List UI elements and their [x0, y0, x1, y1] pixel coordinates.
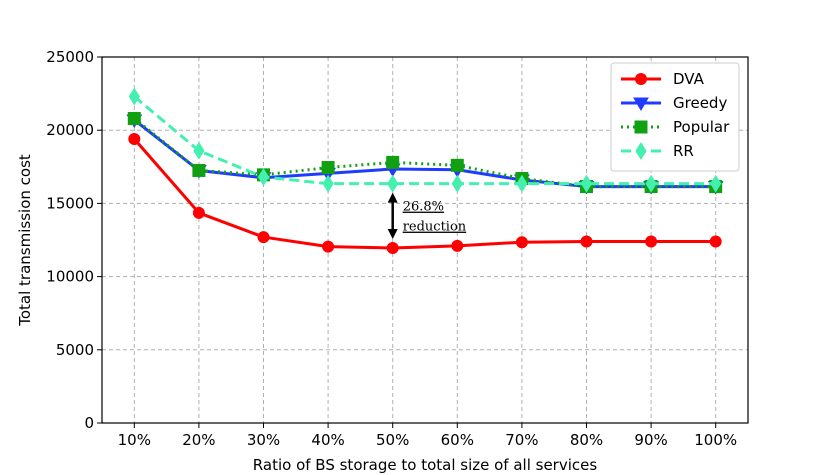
x-tick-label: 30% — [247, 431, 280, 449]
data-point-rr — [645, 174, 657, 193]
ticks: 0 5000 10000 15000 20000 25000 10% 20% 30% 40% 50%… — [46, 48, 737, 449]
x-tick-label: 40% — [311, 431, 344, 449]
x-tick-label: 60% — [441, 431, 474, 449]
legend-marker-rr — [635, 142, 647, 160]
data-point-dva — [257, 231, 270, 244]
legend-marker-dva — [635, 73, 647, 85]
data-point-dva — [645, 235, 658, 248]
x-tick-label: 70% — [505, 431, 538, 449]
data-point-dva — [192, 206, 205, 219]
series-line-dva — [133, 137, 716, 250]
legend-label-dva: DVA — [673, 70, 705, 88]
x-tick-label: 80% — [570, 431, 603, 449]
data-point-rr — [580, 174, 593, 193]
y-tick-label: 0 — [84, 414, 94, 432]
y-axis-label: Total transmission cost — [16, 154, 34, 327]
x-tick-label: 20% — [182, 431, 215, 449]
legend-item-dva: DVA — [621, 70, 705, 88]
series-layer — [126, 87, 724, 255]
x-tick-label: 90% — [634, 431, 667, 449]
data-point-rr — [451, 174, 463, 193]
data-point-popular — [127, 111, 141, 125]
legend-item-rr: RR — [621, 142, 694, 160]
data-point-popular — [450, 158, 464, 172]
legend-marker-popular — [634, 120, 648, 134]
legend-item-popular: Popular — [621, 118, 730, 136]
data-point-rr — [193, 141, 205, 160]
y-tick-label: 20000 — [46, 121, 94, 139]
legend-marker-greedy — [633, 97, 649, 111]
series-line-popular — [133, 117, 716, 189]
data-point-rr — [322, 174, 334, 193]
data-point-popular — [321, 161, 335, 175]
annotation: 26.8% reduction — [387, 192, 467, 240]
legend-label-rr: RR — [673, 142, 694, 160]
data-point-dva — [709, 235, 722, 248]
series-line-rr — [133, 95, 716, 186]
annotation-reduction: reduction — [403, 220, 467, 235]
data-point-dva — [580, 235, 593, 248]
data-point-rr — [257, 168, 270, 186]
data-point-rr — [516, 174, 528, 193]
data-point-dva — [515, 236, 528, 249]
data-point-dva — [451, 239, 464, 252]
data-point-popular — [386, 155, 400, 169]
data-point-popular — [192, 163, 206, 177]
legend: DVA Greedy Popular RR — [610, 62, 740, 172]
legend-label-popular: Popular — [673, 118, 730, 136]
x-tick-label: 10% — [118, 431, 151, 449]
x-tick-label: 100% — [694, 431, 737, 449]
annotation-arrow-head-up — [387, 192, 398, 203]
data-point-rr — [710, 174, 722, 193]
y-tick-label: 15000 — [46, 194, 94, 212]
annotation-percent: 26.8% — [403, 200, 444, 215]
x-axis-label: Ratio of BS storage to total size of all… — [253, 456, 598, 474]
annotation-arrow-head-down — [387, 229, 398, 240]
y-tick-label: 5000 — [56, 341, 94, 359]
data-point-rr — [387, 174, 399, 193]
y-tick-label: 25000 — [46, 48, 94, 66]
plot-frame — [101, 56, 749, 424]
x-tick-label: 50% — [376, 431, 409, 449]
series-rr — [128, 87, 722, 193]
data-point-dva — [128, 132, 141, 145]
data-point-dva — [322, 240, 335, 253]
y-tick-label: 10000 — [46, 268, 94, 286]
data-point-rr — [128, 87, 140, 106]
series-dva — [128, 132, 722, 255]
legend-box — [610, 62, 740, 172]
data-point-dva — [386, 242, 399, 255]
legend-item-greedy: Greedy — [621, 94, 727, 112]
legend-label-greedy: Greedy — [673, 94, 727, 112]
